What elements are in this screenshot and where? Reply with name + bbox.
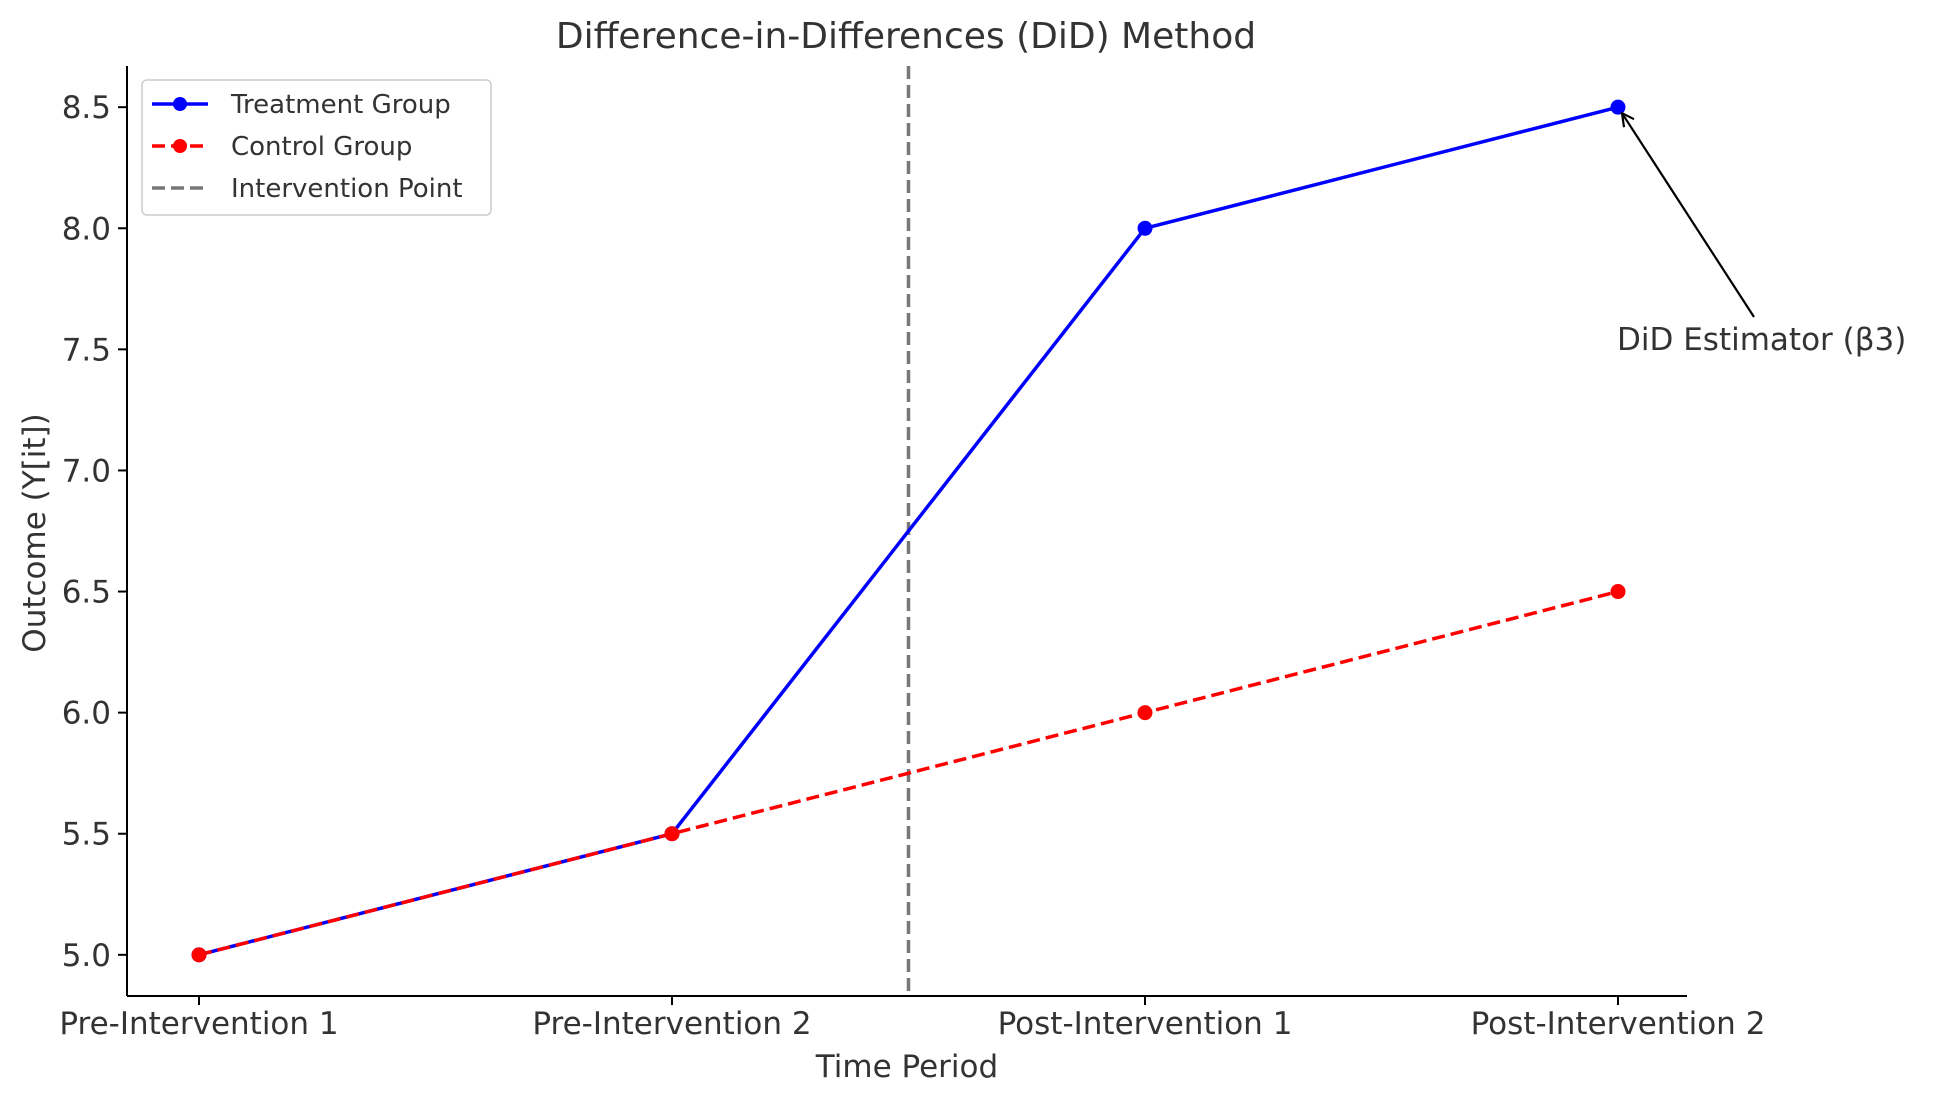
annotation-label: DiD Estimator (β3) <box>1617 322 1906 358</box>
legend-marker <box>173 97 187 111</box>
series-point-1 <box>191 947 207 963</box>
y-axis-label: Outcome (Y[it]) <box>17 413 53 652</box>
series-point-0 <box>1610 99 1626 115</box>
y-tick-label: 8.5 <box>62 90 111 126</box>
series-line-1 <box>198 589 1619 957</box>
x-tick-label: Pre-Intervention 1 <box>59 1006 338 1042</box>
legend-label: Control Group <box>231 132 412 162</box>
series-line-0 <box>198 105 1619 957</box>
x-tick-label: Post-Intervention 1 <box>998 1006 1293 1042</box>
series-point-1 <box>1610 584 1626 600</box>
y-tick-label: 5.5 <box>62 817 111 853</box>
y-tick-label: 5.0 <box>62 938 111 974</box>
legend-label: Intervention Point <box>231 174 463 204</box>
y-tick-label: 7.5 <box>62 332 111 368</box>
x-tick-label: Post-Intervention 2 <box>1471 1006 1766 1042</box>
x-tick-label: Pre-Intervention 2 <box>532 1006 811 1042</box>
legend-marker <box>173 139 187 153</box>
axes: Pre-Intervention 1 Pre-Intervention 2 Post… <box>59 66 1765 1042</box>
legend-label: Treatment Group <box>230 90 451 120</box>
chart-title: Difference-in-Differences (DiD) Method <box>556 16 1256 57</box>
y-tick-label: 6.0 <box>62 696 111 732</box>
series-point-0 <box>1137 220 1153 236</box>
plot-area: DiD Estimator (β3) <box>191 66 1906 996</box>
annotation-arrowhead <box>1620 111 1635 128</box>
annotation-arrow <box>1621 112 1755 318</box>
y-tick-label: 6.5 <box>62 575 111 611</box>
legend: Treatment Group Control Group Intervention… <box>141 79 492 216</box>
y-tick-label: 7.0 <box>62 453 111 489</box>
series-point-1 <box>1137 705 1153 721</box>
y-tick-label: 8.0 <box>62 211 111 247</box>
series-point-1 <box>664 826 680 842</box>
x-axis-label: Time Period <box>815 1049 998 1085</box>
legend-box <box>141 79 492 216</box>
